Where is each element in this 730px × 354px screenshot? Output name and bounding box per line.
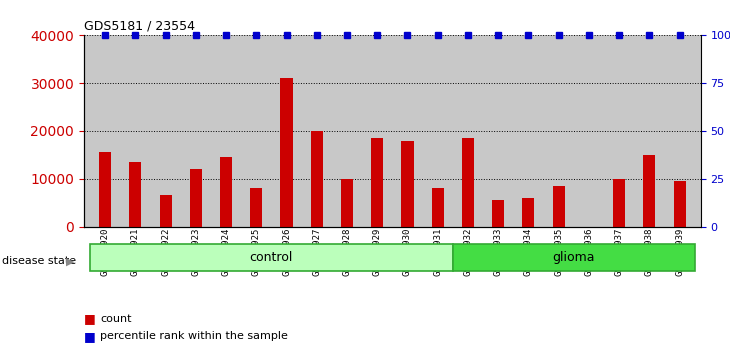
Bar [553, 186, 565, 227]
Bar [90, 244, 453, 271]
Bar [311, 131, 323, 227]
Bar [643, 155, 656, 227]
Text: control: control [250, 251, 293, 264]
Text: count: count [100, 314, 131, 324]
Bar [402, 141, 413, 227]
Bar [462, 138, 474, 227]
Bar [372, 138, 383, 227]
Bar [453, 244, 695, 271]
Bar [129, 162, 142, 227]
Bar [280, 78, 293, 227]
Bar [220, 157, 232, 227]
Bar [190, 169, 202, 227]
Bar [613, 179, 625, 227]
Text: ■: ■ [84, 312, 96, 325]
Bar [99, 153, 111, 227]
Bar [523, 198, 534, 227]
Bar [492, 200, 504, 227]
Text: ■: ■ [84, 330, 96, 343]
Text: ▶: ▶ [66, 256, 74, 266]
Bar [431, 188, 444, 227]
Text: GDS5181 / 23554: GDS5181 / 23554 [84, 20, 195, 33]
Text: percentile rank within the sample: percentile rank within the sample [100, 331, 288, 341]
Bar [160, 195, 172, 227]
Bar [341, 179, 353, 227]
Text: glioma: glioma [553, 251, 595, 264]
Bar [250, 188, 262, 227]
Text: disease state: disease state [2, 256, 77, 266]
Bar [674, 181, 685, 227]
